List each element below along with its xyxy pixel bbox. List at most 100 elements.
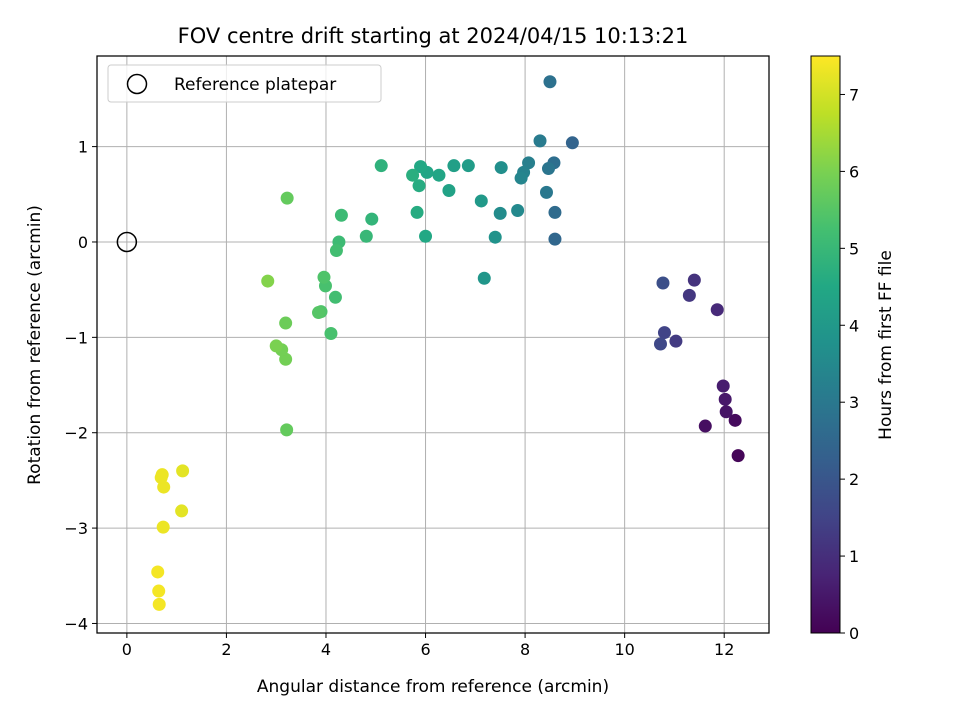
data-point bbox=[548, 205, 562, 219]
colorbar-label: Hours from first FF file bbox=[876, 250, 896, 440]
data-point bbox=[154, 471, 168, 485]
data-point bbox=[410, 205, 424, 219]
colorbar-tick-label: 7 bbox=[849, 85, 859, 104]
data-point bbox=[719, 405, 733, 419]
data-point bbox=[548, 232, 562, 246]
data-point bbox=[317, 270, 331, 284]
data-point bbox=[543, 75, 557, 89]
colorbar-tick-label: 1 bbox=[849, 547, 859, 566]
data-point bbox=[669, 334, 683, 348]
data-point bbox=[374, 159, 388, 173]
y-tick-label: −2 bbox=[64, 424, 88, 443]
data-point bbox=[682, 288, 696, 302]
colorbar-tick-label: 3 bbox=[849, 393, 859, 412]
data-point bbox=[442, 183, 456, 197]
data-point bbox=[406, 168, 420, 182]
data-point bbox=[514, 171, 528, 185]
data-point bbox=[493, 206, 507, 220]
y-tick-label: 1 bbox=[78, 138, 88, 157]
x-tick-label: 12 bbox=[714, 640, 734, 659]
y-tick-label: −4 bbox=[64, 614, 88, 633]
data-point bbox=[156, 520, 170, 534]
colorbar-tick-label: 6 bbox=[849, 162, 859, 181]
x-axis-label: Angular distance from reference (arcmin) bbox=[257, 677, 609, 697]
colorbar: 0 1 2 3 4 5 6 7 Hours from first FF file bbox=[810, 55, 896, 643]
data-point bbox=[261, 274, 275, 288]
colorbar-tick-label: 5 bbox=[849, 239, 859, 258]
data-point bbox=[152, 597, 166, 611]
data-point bbox=[656, 276, 670, 290]
data-point bbox=[328, 290, 342, 304]
data-point bbox=[653, 337, 667, 351]
data-point bbox=[280, 191, 294, 205]
data-point bbox=[329, 244, 343, 258]
colorbar-tick-label: 0 bbox=[849, 624, 859, 643]
axes-background bbox=[97, 56, 769, 633]
x-tick-label: 0 bbox=[122, 640, 132, 659]
data-points bbox=[151, 75, 745, 611]
data-point bbox=[488, 230, 502, 244]
x-tick-label: 10 bbox=[614, 640, 634, 659]
data-point bbox=[494, 161, 508, 175]
data-point bbox=[414, 160, 428, 174]
data-point bbox=[176, 464, 190, 478]
data-point bbox=[474, 194, 488, 208]
data-point bbox=[731, 449, 745, 463]
data-point bbox=[447, 159, 461, 173]
plot-area: 0 2 4 6 8 10 12 −4 −3 −2 −1 0 1 bbox=[64, 55, 770, 659]
data-point bbox=[152, 584, 166, 598]
data-point bbox=[541, 162, 555, 176]
x-tick-label: 4 bbox=[321, 640, 331, 659]
x-tick-label: 2 bbox=[221, 640, 231, 659]
data-point bbox=[312, 306, 326, 320]
colorbar-tick-label: 4 bbox=[849, 316, 859, 335]
data-point bbox=[728, 413, 742, 427]
y-tick-label: 0 bbox=[78, 233, 88, 252]
data-point bbox=[461, 159, 475, 173]
data-point bbox=[359, 229, 373, 243]
data-point bbox=[365, 212, 379, 226]
data-point bbox=[522, 156, 536, 170]
y-ticks: −4 −3 −2 −1 0 1 bbox=[64, 138, 97, 633]
data-point bbox=[432, 168, 446, 182]
x-tick-label: 8 bbox=[520, 640, 530, 659]
data-point bbox=[687, 273, 701, 287]
data-point bbox=[412, 179, 426, 193]
data-point bbox=[511, 204, 525, 218]
y-tick-label: −1 bbox=[64, 328, 88, 347]
data-point bbox=[175, 504, 189, 518]
reference-marker bbox=[116, 231, 138, 253]
data-point bbox=[657, 326, 671, 340]
data-point bbox=[334, 208, 348, 222]
data-point bbox=[698, 419, 712, 433]
reference-marker-group bbox=[116, 231, 138, 253]
data-point bbox=[279, 316, 293, 330]
data-point bbox=[419, 229, 433, 243]
y-tick-label: −3 bbox=[64, 519, 88, 538]
data-point bbox=[565, 136, 579, 150]
data-point bbox=[718, 392, 732, 406]
data-point bbox=[533, 134, 547, 148]
colorbar-gradient bbox=[810, 55, 841, 634]
grid bbox=[97, 56, 769, 633]
data-point bbox=[269, 339, 283, 353]
y-axis-label: Rotation from reference (arcmin) bbox=[25, 205, 45, 485]
data-point bbox=[477, 271, 491, 285]
data-point bbox=[710, 303, 724, 317]
legend-reference-marker bbox=[126, 73, 148, 95]
legend: Reference platepar bbox=[107, 64, 382, 103]
legend-entry-reference: Reference platepar bbox=[174, 75, 336, 95]
data-point bbox=[151, 565, 165, 579]
data-point bbox=[716, 379, 730, 393]
x-ticks: 0 2 4 6 8 10 12 bbox=[122, 633, 734, 659]
data-point bbox=[539, 185, 553, 199]
colorbar-tick-label: 2 bbox=[849, 470, 859, 489]
chart-title: FOV centre drift starting at 2024/04/15 … bbox=[178, 24, 689, 48]
axes-frame bbox=[96, 55, 770, 634]
data-point bbox=[324, 327, 338, 341]
legend-box bbox=[107, 64, 382, 103]
colorbar-ticks: 0 1 2 3 4 5 6 7 bbox=[840, 85, 859, 643]
data-point bbox=[280, 423, 294, 437]
x-tick-label: 6 bbox=[420, 640, 430, 659]
